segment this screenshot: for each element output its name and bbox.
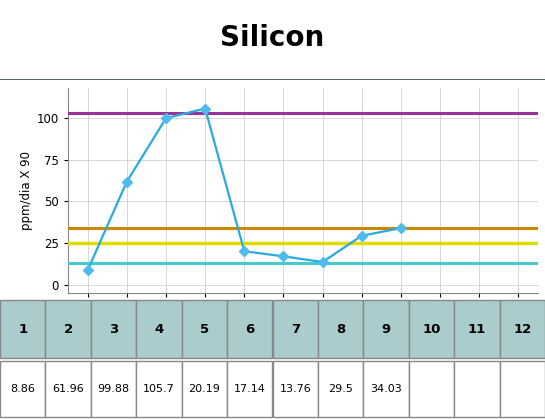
Text: Silicon: Silicon: [220, 24, 325, 52]
FancyBboxPatch shape: [409, 361, 454, 416]
Text: 2: 2: [64, 323, 72, 336]
Text: 34.03: 34.03: [370, 384, 402, 393]
FancyBboxPatch shape: [181, 361, 227, 416]
Text: 20.19: 20.19: [189, 384, 220, 393]
FancyBboxPatch shape: [409, 300, 454, 358]
Text: 29.5: 29.5: [328, 384, 353, 393]
FancyBboxPatch shape: [136, 361, 181, 416]
Text: 9: 9: [382, 323, 391, 336]
FancyBboxPatch shape: [454, 361, 500, 416]
Text: 10: 10: [422, 323, 441, 336]
FancyBboxPatch shape: [364, 361, 409, 416]
FancyBboxPatch shape: [272, 361, 318, 416]
Text: 99.88: 99.88: [98, 384, 130, 393]
FancyBboxPatch shape: [272, 300, 318, 358]
FancyBboxPatch shape: [45, 361, 91, 416]
FancyBboxPatch shape: [500, 361, 545, 416]
Text: 7: 7: [290, 323, 300, 336]
Text: 61.96: 61.96: [52, 384, 84, 393]
FancyBboxPatch shape: [91, 300, 136, 358]
FancyBboxPatch shape: [136, 300, 181, 358]
Text: 105.7: 105.7: [143, 384, 175, 393]
Text: 8.86: 8.86: [10, 384, 35, 393]
FancyBboxPatch shape: [181, 300, 227, 358]
Text: 17.14: 17.14: [234, 384, 266, 393]
FancyBboxPatch shape: [227, 300, 272, 358]
FancyBboxPatch shape: [364, 300, 409, 358]
FancyBboxPatch shape: [0, 300, 45, 358]
FancyBboxPatch shape: [45, 300, 91, 358]
FancyBboxPatch shape: [318, 361, 364, 416]
FancyBboxPatch shape: [0, 361, 45, 416]
Y-axis label: ppm/dia X 90: ppm/dia X 90: [20, 151, 33, 230]
FancyBboxPatch shape: [227, 361, 272, 416]
FancyBboxPatch shape: [500, 300, 545, 358]
Text: 3: 3: [109, 323, 118, 336]
FancyBboxPatch shape: [454, 300, 500, 358]
FancyBboxPatch shape: [318, 300, 364, 358]
Text: 13.76: 13.76: [280, 384, 311, 393]
Text: 6: 6: [245, 323, 255, 336]
Text: 5: 5: [200, 323, 209, 336]
FancyBboxPatch shape: [91, 361, 136, 416]
Text: 12: 12: [513, 323, 531, 336]
Text: 1: 1: [18, 323, 27, 336]
Text: 11: 11: [468, 323, 486, 336]
Text: 8: 8: [336, 323, 345, 336]
Text: 4: 4: [154, 323, 164, 336]
